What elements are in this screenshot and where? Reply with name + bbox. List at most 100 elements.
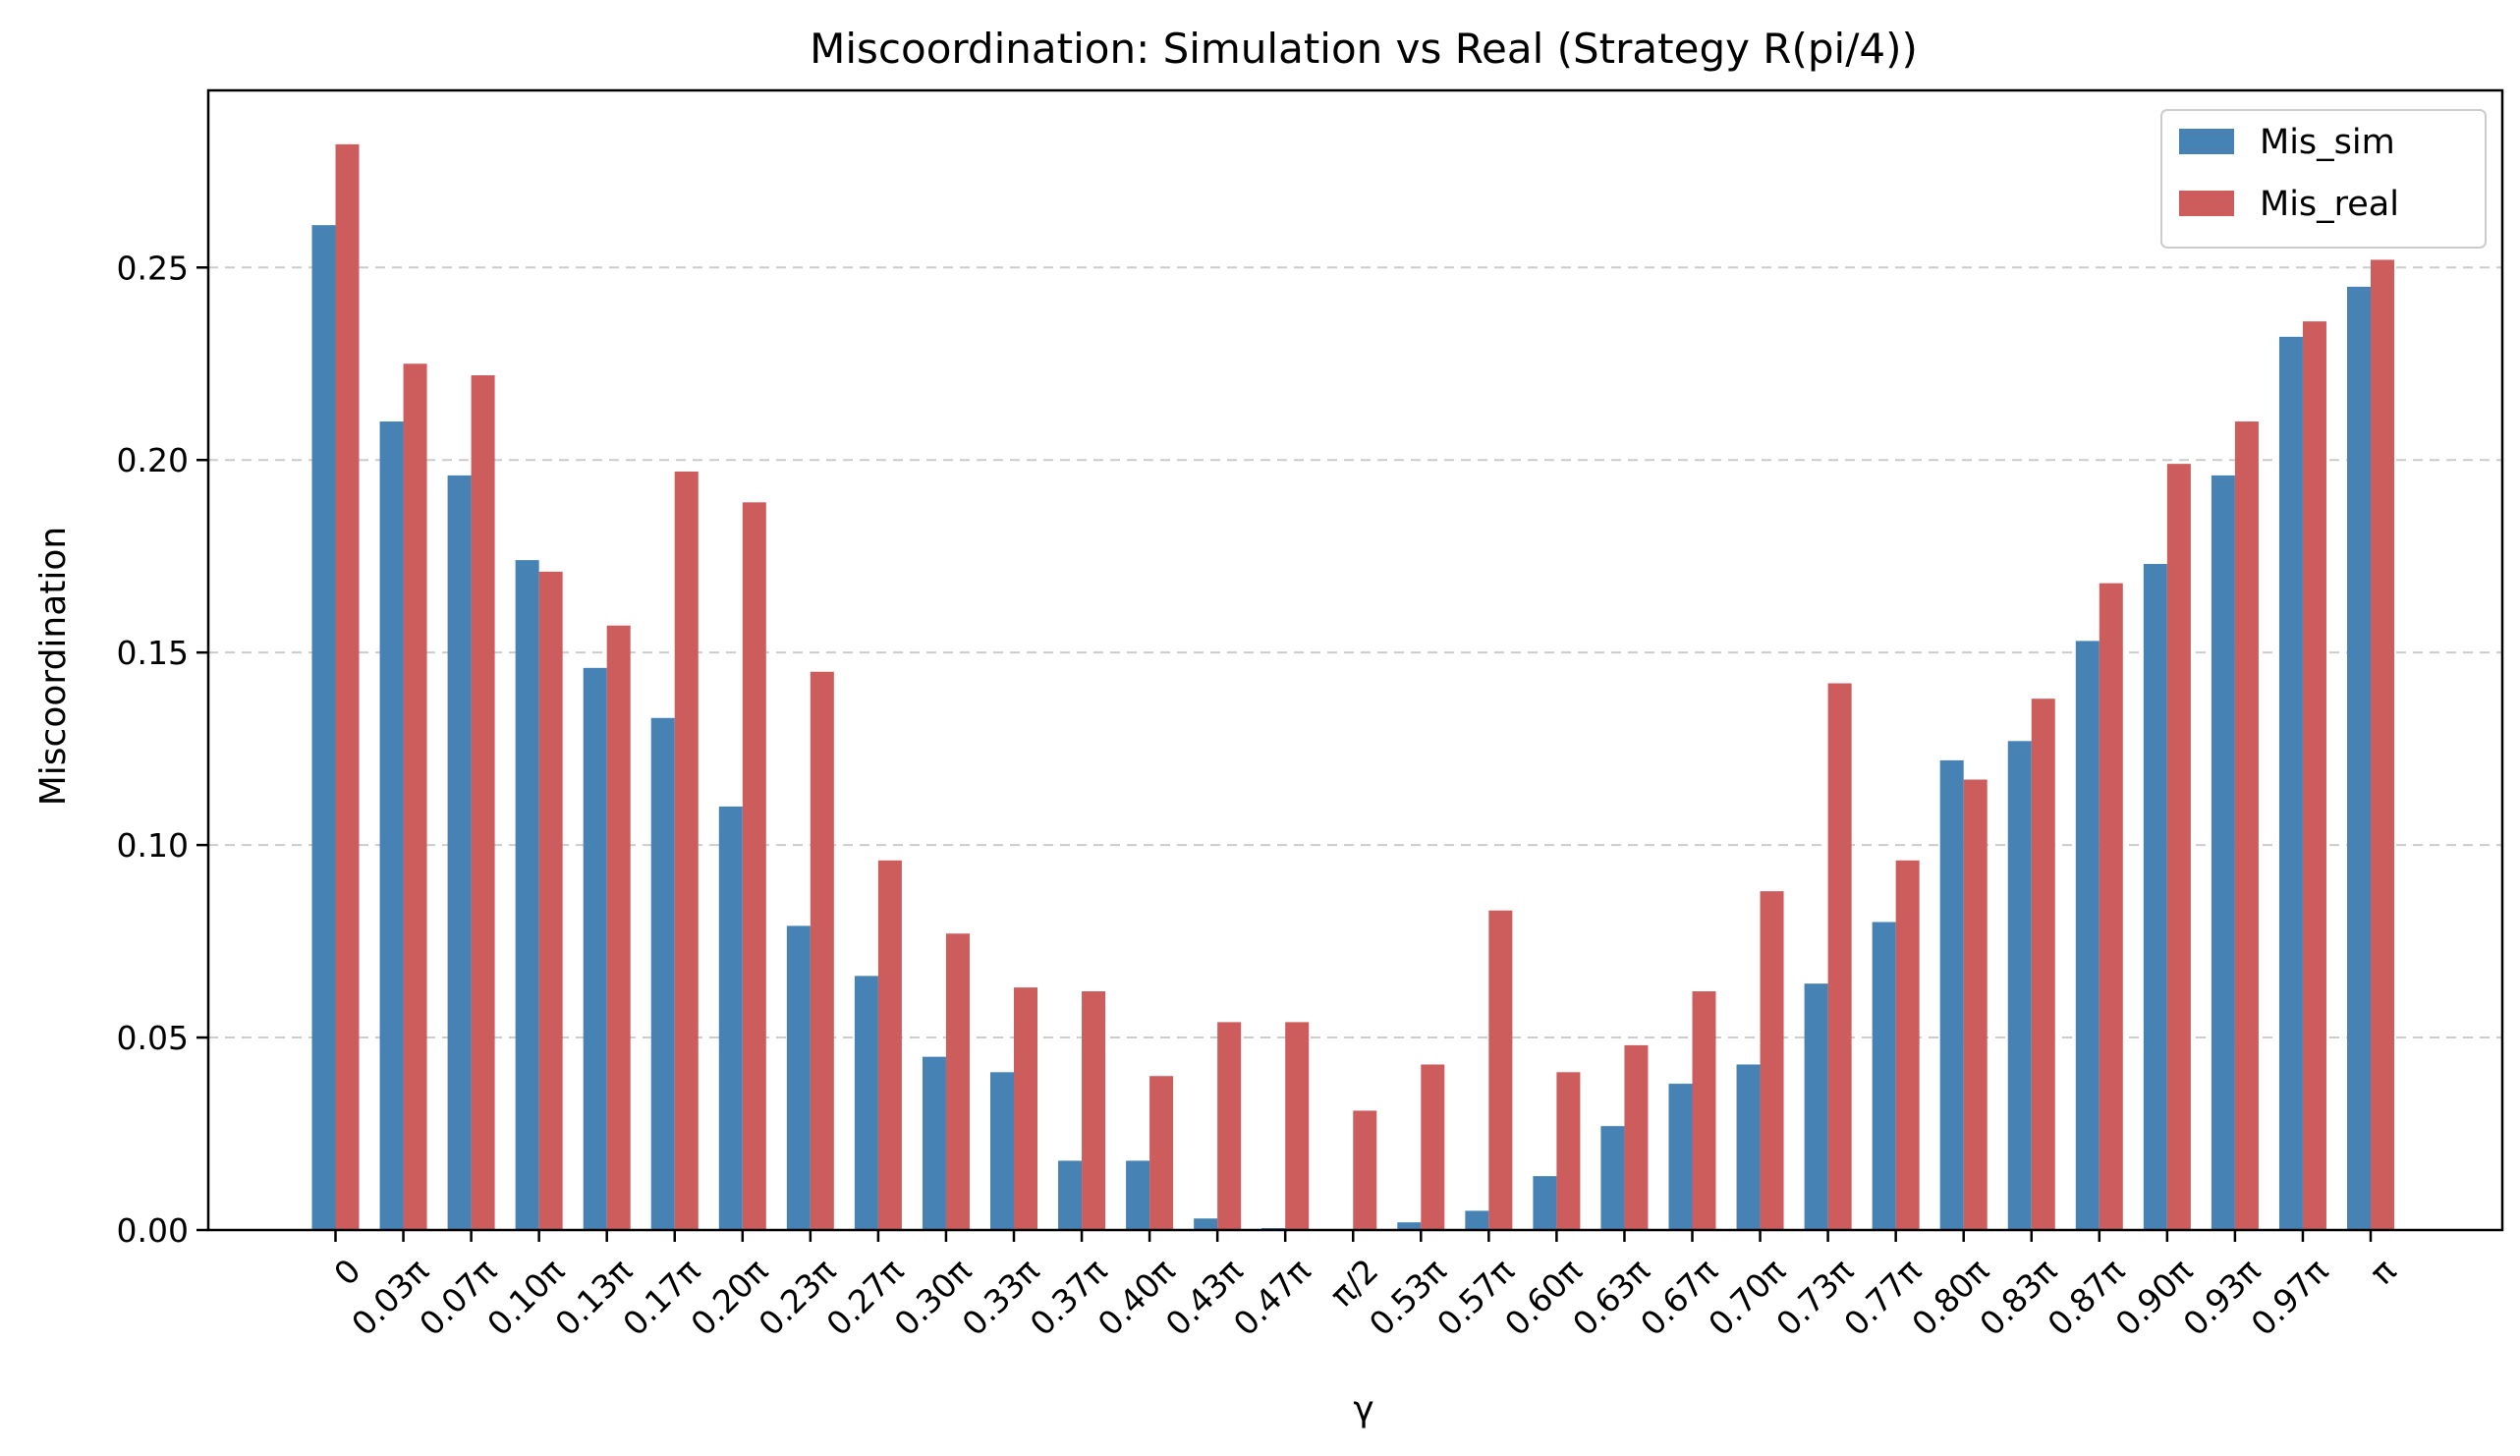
x-tick-label: 0.70π <box>1701 1252 1793 1344</box>
bar-mis-real <box>1963 779 1988 1230</box>
bar-mis-real <box>945 933 970 1230</box>
bar-mis-real <box>335 143 360 1230</box>
x-tick-label: 0.57π <box>1429 1252 1522 1344</box>
bar-mis-sim <box>1939 759 1964 1230</box>
x-tick-label: 0.30π <box>887 1252 980 1344</box>
x-tick-label: 0.47π <box>1226 1252 1318 1344</box>
bar-mis-real <box>606 625 631 1230</box>
bar-mis-real <box>1895 860 1920 1230</box>
legend-label-mis-sim: Mis_sim <box>2260 123 2395 162</box>
bar-mis-real <box>2031 699 2055 1230</box>
bar-mis-sim <box>1397 1222 1422 1230</box>
x-tick-label: 0 <box>326 1252 367 1293</box>
bar-mis-sim <box>2007 741 2032 1230</box>
bar-mis-real <box>1488 910 1513 1230</box>
bar-mis-real <box>2302 321 2326 1230</box>
x-tick-label: 0.87π <box>2040 1252 2132 1344</box>
legend-swatch-mis-sim <box>2179 129 2234 154</box>
y-axis-label: Miscoordination <box>33 527 74 807</box>
bar-mis-sim <box>2075 641 2100 1230</box>
x-tick-label: 0.37π <box>1023 1252 1115 1344</box>
bar-mis-real <box>2166 464 2191 1230</box>
bar-mis-real <box>1082 991 1106 1230</box>
y-tick-label: 0.05 <box>117 1019 189 1057</box>
bar-mis-sim <box>1804 983 1828 1230</box>
x-tick-label: 0.17π <box>615 1252 707 1344</box>
x-tick-label: 0.13π <box>547 1252 640 1344</box>
x-tick-label: 0.03π <box>344 1252 436 1344</box>
bar-mis-sim <box>786 925 811 1230</box>
bar-mis-sim <box>1872 922 1896 1230</box>
bar-mis-sim <box>2211 475 2235 1230</box>
bar-mis-sim <box>311 225 336 1230</box>
bar-mis-real <box>1421 1064 1445 1230</box>
bar-mis-real <box>810 671 834 1230</box>
bar-mis-sim <box>1058 1160 1083 1230</box>
y-tick-label: 0.10 <box>117 826 189 865</box>
bar-mis-sim <box>990 1072 1014 1230</box>
bar-mis-sim <box>2347 286 2371 1230</box>
bar-mis-real <box>1353 1110 1377 1230</box>
x-tick-label: 0.73π <box>1768 1252 1861 1344</box>
bar-mis-sim <box>650 717 675 1230</box>
bar-mis-sim <box>583 667 607 1230</box>
x-tick-label: 0.97π <box>2244 1252 2336 1344</box>
bar-mis-sim <box>1600 1126 1625 1230</box>
bar-mis-real <box>1149 1076 1174 1230</box>
bar-mis-sim <box>2278 336 2303 1231</box>
bar-mis-sim <box>1194 1218 1218 1230</box>
bar-mis-real <box>742 502 766 1230</box>
bar-mis-real <box>538 571 563 1230</box>
bar-mis-sim <box>447 475 472 1230</box>
bar-mis-real <box>1760 891 1784 1230</box>
x-tick-label: 0.07π <box>412 1252 504 1344</box>
legend: Mis_sim Mis_real <box>2160 109 2487 249</box>
x-tick-label: 0.20π <box>683 1252 775 1344</box>
x-tick-label: π <box>2363 1252 2404 1293</box>
bar-mis-real <box>1827 683 1852 1230</box>
bar-mis-real <box>2371 259 2394 1230</box>
y-tick-label: 0.00 <box>117 1211 189 1250</box>
bar-mis-real <box>1217 1022 1242 1230</box>
bar-mis-sim <box>854 976 878 1230</box>
y-tick-label: 0.20 <box>117 441 189 479</box>
bar-mis-sim <box>1465 1210 1489 1230</box>
x-tick-label: 0.63π <box>1565 1252 1657 1344</box>
x-tick-label: 0.67π <box>1633 1252 1725 1344</box>
bar-mis-real <box>2234 421 2259 1230</box>
bar-mis-sim <box>1736 1064 1761 1230</box>
bar-mis-sim <box>1533 1176 1557 1230</box>
bar-mis-real <box>1014 987 1037 1230</box>
bar-mis-sim <box>718 806 743 1230</box>
legend-box <box>2160 109 2487 249</box>
legend-swatch-mis-real <box>2179 191 2234 216</box>
chart-title: Miscoordination: Simulation vs Real (Str… <box>810 25 1918 73</box>
plot-frame <box>206 88 2504 1232</box>
bar-mis-real <box>674 471 699 1230</box>
y-axis-ticks: 0.00 0.05 0.10 0.15 0.20 0.25 <box>117 249 208 1250</box>
bar-mis-sim <box>2143 564 2167 1230</box>
bar-mis-real <box>403 364 427 1230</box>
bar-mis-real <box>877 860 902 1230</box>
x-tick-label: 0.83π <box>1972 1252 2064 1344</box>
bars <box>311 143 2394 1231</box>
y-tick-label: 0.25 <box>117 249 189 287</box>
bar-mis-real <box>2099 583 2123 1230</box>
x-tick-label: 0.60π <box>1497 1252 1590 1344</box>
x-tick-label: 0.77π <box>1836 1252 1929 1344</box>
bar-mis-sim <box>922 1056 946 1230</box>
x-tick-label: 0.27π <box>818 1252 911 1344</box>
bar-mis-real <box>1624 1044 1649 1230</box>
x-tick-label: 0.53π <box>1362 1252 1454 1344</box>
bar-mis-sim <box>1668 1084 1693 1230</box>
bar-mis-real <box>1285 1022 1310 1230</box>
x-tick-label: 0.23π <box>751 1252 843 1344</box>
bar-mis-real <box>471 375 495 1230</box>
x-tick-label: 0.10π <box>479 1252 572 1344</box>
bar-mis-sim <box>515 560 539 1230</box>
x-tick-label: 0.93π <box>2175 1252 2268 1344</box>
bar-mis-sim <box>1126 1160 1150 1230</box>
legend-label-mis-real: Mis_real <box>2260 185 2399 224</box>
